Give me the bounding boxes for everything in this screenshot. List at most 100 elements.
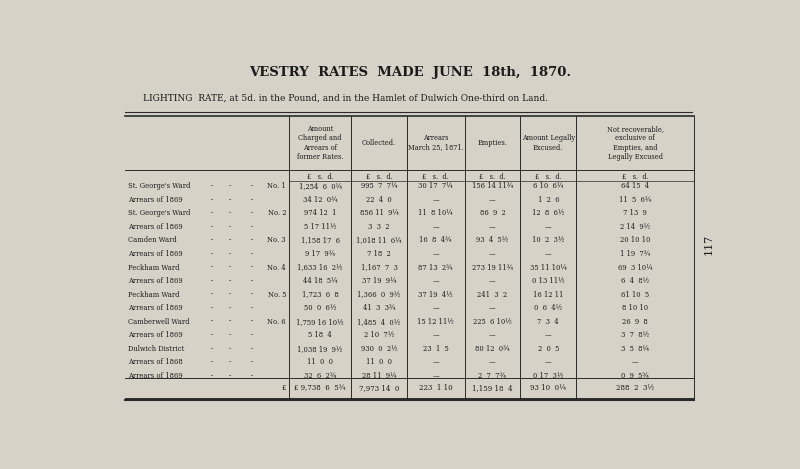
Text: -: -	[210, 318, 213, 325]
Text: -: -	[210, 345, 213, 353]
Text: 1 19  7¾: 1 19 7¾	[620, 250, 650, 258]
Text: —: —	[432, 223, 439, 231]
Text: -: -	[250, 209, 253, 217]
Text: Peckham Ward: Peckham Ward	[128, 264, 179, 272]
Text: 16 12 11: 16 12 11	[533, 291, 563, 299]
Text: 288  2  3½: 288 2 3½	[616, 384, 654, 392]
Text: Arrears of 1869: Arrears of 1869	[128, 331, 182, 339]
Text: 22  4  0: 22 4 0	[366, 196, 392, 204]
Text: Dulwich District: Dulwich District	[128, 345, 184, 353]
Text: 1,485  4  0½: 1,485 4 0½	[358, 318, 401, 325]
Text: -: -	[229, 250, 231, 258]
Text: 11  0  0: 11 0 0	[307, 358, 333, 366]
Text: No. 1: No. 1	[267, 182, 286, 190]
Text: Camberwell Ward: Camberwell Ward	[128, 318, 190, 325]
Text: 0  6  4½: 0 6 4½	[534, 304, 562, 312]
Text: 35 11 10¼: 35 11 10¼	[530, 264, 566, 272]
Text: 23  1  5: 23 1 5	[423, 345, 449, 353]
Text: 0 13 11½: 0 13 11½	[532, 277, 565, 285]
Text: 995  7  7¼: 995 7 7¼	[361, 182, 398, 190]
Text: —: —	[489, 331, 496, 339]
Text: 8 10 10: 8 10 10	[622, 304, 648, 312]
Text: -: -	[229, 277, 231, 285]
Text: -: -	[210, 304, 213, 312]
Text: 223  1 10: 223 1 10	[419, 384, 453, 392]
Text: 93  4  5½: 93 4 5½	[476, 236, 509, 244]
Text: Arrears of 1869: Arrears of 1869	[128, 250, 182, 258]
Text: 9 17  9¾: 9 17 9¾	[305, 250, 335, 258]
Text: No. 5: No. 5	[267, 291, 286, 299]
Text: 2  7  7¾: 2 7 7¾	[478, 372, 506, 380]
Text: £   s.  d.: £ s. d.	[479, 173, 506, 181]
Text: 64 15  4: 64 15 4	[621, 182, 649, 190]
Text: —: —	[489, 196, 496, 204]
Text: —: —	[432, 331, 439, 339]
Text: -: -	[210, 358, 213, 366]
Text: -: -	[229, 318, 231, 325]
Text: 0  9  5¾: 0 9 5¾	[621, 372, 649, 380]
Text: -: -	[250, 264, 253, 272]
Text: 12  8  6½: 12 8 6½	[532, 209, 565, 217]
Text: —: —	[432, 358, 439, 366]
Text: Arrears of 1869: Arrears of 1869	[128, 304, 182, 312]
Text: 1,759 16 10½: 1,759 16 10½	[296, 318, 344, 325]
Text: —: —	[545, 331, 552, 339]
Text: -: -	[210, 182, 213, 190]
Text: 3  7  8½: 3 7 8½	[621, 331, 649, 339]
Text: —: —	[432, 372, 439, 380]
Text: -: -	[229, 358, 231, 366]
Text: 974 12  1: 974 12 1	[304, 209, 336, 217]
Text: 41  3  3¾: 41 3 3¾	[362, 304, 395, 312]
Text: £   s.  d.: £ s. d.	[366, 173, 392, 181]
Text: -: -	[229, 345, 231, 353]
Text: Arrears of 1869: Arrears of 1869	[128, 196, 182, 204]
Text: 11  0  0: 11 0 0	[366, 358, 392, 366]
Text: 6 10  6¼: 6 10 6¼	[533, 182, 563, 190]
Text: —: —	[489, 358, 496, 366]
Text: 11  5  6¾: 11 5 6¾	[619, 196, 651, 204]
Text: Peckham Ward: Peckham Ward	[128, 291, 179, 299]
Text: Amount
Charged and
Arrears of
former Rates.: Amount Charged and Arrears of former Rat…	[297, 125, 343, 161]
Text: 7 13  9: 7 13 9	[623, 209, 647, 217]
Text: -: -	[229, 223, 231, 231]
Text: Not recoverable,
exclusive of
Empties, and
Legally Excused: Not recoverable, exclusive of Empties, a…	[606, 125, 663, 161]
Text: Collected.: Collected.	[362, 139, 396, 147]
Text: 241  3  2: 241 3 2	[478, 291, 507, 299]
Text: -: -	[229, 304, 231, 312]
Text: -: -	[210, 264, 213, 272]
Text: 5 17 11½: 5 17 11½	[304, 223, 336, 231]
Text: -: -	[210, 223, 213, 231]
Text: -: -	[229, 182, 231, 190]
Text: St. George's Ward: St. George's Ward	[128, 209, 190, 217]
Text: 2  0  5: 2 0 5	[538, 345, 559, 353]
Text: 7,973 14  0: 7,973 14 0	[359, 384, 399, 392]
Text: -: -	[250, 358, 253, 366]
Text: —: —	[432, 196, 439, 204]
Text: —: —	[489, 223, 496, 231]
Text: 15 12 11½: 15 12 11½	[418, 318, 454, 325]
Text: £ 9,738  6  5¾: £ 9,738 6 5¾	[294, 384, 346, 392]
Text: 37 19  4½: 37 19 4½	[418, 291, 453, 299]
Text: -: -	[210, 250, 213, 258]
Text: 93 10  0¼: 93 10 0¼	[530, 384, 566, 392]
Text: 117: 117	[704, 234, 714, 255]
Text: 80 12  0¾: 80 12 0¾	[475, 345, 510, 353]
Text: 7 18  2: 7 18 2	[367, 250, 391, 258]
Text: 273 19 11¾: 273 19 11¾	[472, 264, 513, 272]
Text: 7  3  4: 7 3 4	[538, 318, 559, 325]
Text: -: -	[250, 345, 253, 353]
Text: Arrears of 1869: Arrears of 1869	[128, 372, 182, 380]
Text: VESTRY  RATES  MADE  JUNE  18th,  1870.: VESTRY RATES MADE JUNE 18th, 1870.	[249, 66, 571, 79]
Text: 856 11  9¼: 856 11 9¼	[359, 209, 398, 217]
Text: -: -	[210, 372, 213, 380]
Text: St. George's Ward: St. George's Ward	[128, 182, 190, 190]
Text: 1,633 16  2½: 1,633 16 2½	[298, 264, 343, 272]
Text: 10  2  3½: 10 2 3½	[532, 236, 565, 244]
Text: 1,158 17  6: 1,158 17 6	[301, 236, 340, 244]
Text: No. 4: No. 4	[267, 264, 286, 272]
Text: -: -	[229, 264, 231, 272]
Text: -: -	[250, 223, 253, 231]
Text: Arrears
March 25, 1871.: Arrears March 25, 1871.	[408, 134, 464, 151]
Text: LIGHTING  RATE, at 5d. in the Pound, and in the Hamlet of Dulwich One-third on L: LIGHTING RATE, at 5d. in the Pound, and …	[143, 93, 549, 102]
Text: -: -	[210, 196, 213, 204]
